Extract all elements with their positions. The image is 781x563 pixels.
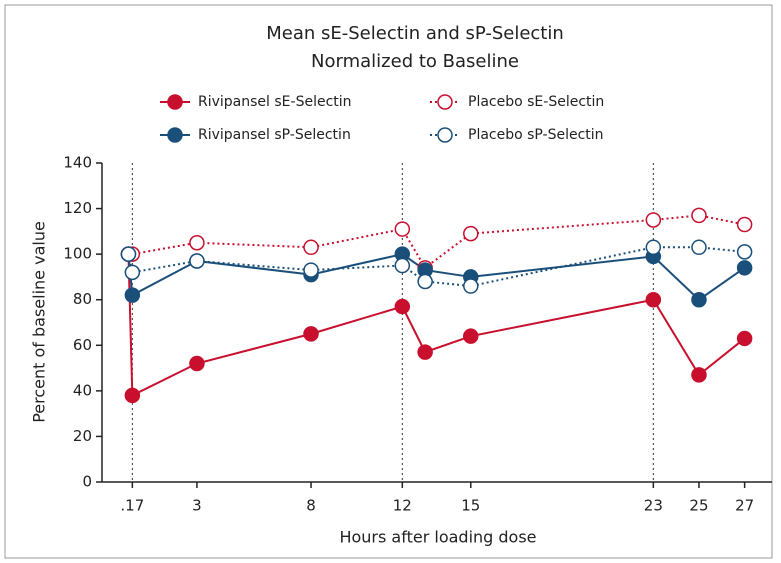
y-tick-label: 140	[63, 154, 92, 172]
series-line	[128, 214, 745, 270]
data-point	[645, 212, 662, 228]
series-line	[127, 253, 746, 302]
data-point	[120, 246, 137, 262]
data-point	[691, 239, 707, 256]
y-tick-label: 60	[73, 336, 92, 354]
frame	[4, 4, 773, 559]
y-tick-label: 40	[73, 381, 92, 399]
data-point	[691, 367, 707, 383]
y-tick-label: 20	[73, 427, 92, 445]
data-point	[417, 344, 433, 360]
chart-title: Mean sE-Selectin and sP-Selectin	[266, 23, 564, 44]
data-point	[394, 221, 411, 237]
y-tick-label: 100	[63, 245, 92, 263]
y-tick-label: 0	[82, 473, 92, 491]
data-point	[303, 239, 319, 256]
x-tick-label: 15	[461, 497, 480, 515]
x-tick-label: 27	[735, 497, 754, 515]
data-point	[463, 328, 479, 344]
data-point	[736, 244, 753, 260]
data-point	[394, 257, 411, 274]
y-axis-label: Percent of baseline value	[30, 221, 49, 423]
y-tick-label: 120	[63, 199, 92, 217]
series-line	[127, 254, 746, 398]
legend-marker	[437, 94, 453, 110]
data-point	[417, 273, 433, 290]
x-tick-label: 8	[306, 497, 316, 515]
x-tick-label: 12	[393, 497, 412, 515]
x-axis-label: Hours after loading dose	[339, 528, 536, 547]
x-tick-label: 3	[192, 497, 202, 515]
legend-marker	[167, 94, 183, 110]
data-point	[736, 330, 753, 347]
legend-label: Placebo sP-Selectin	[468, 127, 604, 143]
y-tick-label: 80	[73, 290, 92, 308]
data-point	[124, 264, 141, 281]
x-tick-label: 23	[644, 497, 663, 515]
data-point	[691, 291, 707, 308]
data-point	[463, 278, 479, 294]
data-point	[736, 216, 753, 233]
data-point	[189, 235, 205, 251]
legend-label: Placebo sE-Selectin	[468, 94, 604, 110]
data-point	[463, 225, 479, 242]
data-point	[736, 260, 753, 276]
data-point	[303, 326, 319, 342]
data-point	[189, 355, 205, 372]
legend-label: Rivipansel sP-Selectin	[198, 127, 351, 143]
x-tick-label: .17	[120, 497, 144, 515]
series-line	[127, 246, 745, 288]
chart-title: Normalized to Baseline	[311, 51, 519, 72]
x-tick-label: 25	[689, 497, 708, 515]
data-point	[691, 207, 707, 224]
data-point	[303, 262, 319, 278]
data-point	[645, 291, 662, 308]
legend-marker	[167, 127, 183, 143]
legend-label: Rivipansel sE-Selectin	[198, 94, 352, 110]
data-point	[124, 387, 141, 404]
data-point	[645, 239, 662, 256]
data-point	[189, 253, 205, 269]
data-point	[124, 287, 141, 303]
legend-marker	[437, 127, 453, 143]
data-point	[394, 298, 411, 315]
